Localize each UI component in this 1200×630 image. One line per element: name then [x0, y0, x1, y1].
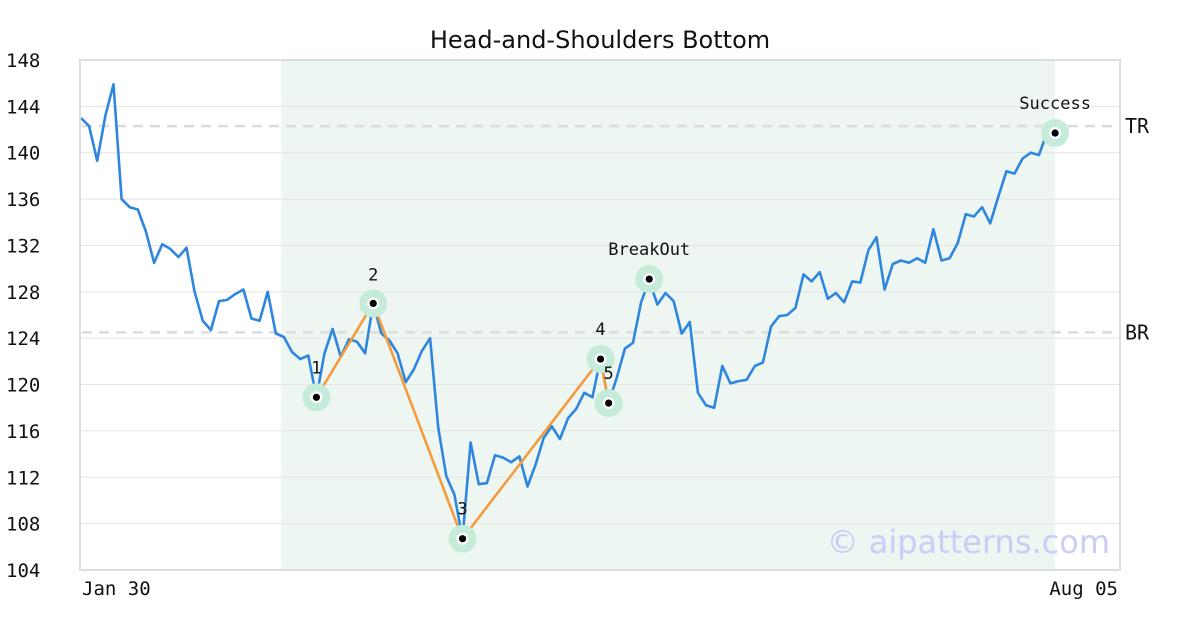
- marker-dot: [458, 535, 467, 543]
- point-label: 4: [595, 320, 605, 340]
- y-tick-label: 148: [6, 50, 40, 72]
- y-axis: 104 108 112 116 120 124 128 132 136 140 144 148: [6, 50, 40, 582]
- point-label: 3: [457, 500, 467, 520]
- y-tick-label: 108: [6, 514, 40, 536]
- price-line: [80, 83, 1049, 540]
- x-tick-label: Aug 05: [1049, 578, 1118, 600]
- highlight-band: [281, 60, 1056, 570]
- point-label: BreakOut: [608, 240, 690, 260]
- y-tick-label: 116: [6, 421, 40, 443]
- marker-dot: [605, 399, 613, 407]
- chart-title: Head-and-Shoulders Bottom: [430, 26, 770, 54]
- y-tick-label: 112: [6, 467, 40, 489]
- y-tick-label: 136: [6, 189, 40, 211]
- point-label: 2: [368, 265, 378, 285]
- y-tick-label: 132: [6, 235, 40, 257]
- y-tick-label: 120: [6, 375, 40, 397]
- markers: 1 2 3 4 5 BreakOut Success: [302, 94, 1091, 553]
- marker-dot: [312, 393, 321, 401]
- watermark: © aipatterns.com: [827, 523, 1110, 561]
- plot-frame: [79, 59, 1121, 571]
- x-tick-label: Jan 30: [82, 578, 151, 600]
- y-tick-label: 124: [6, 328, 40, 350]
- level-lines: TR BR: [82, 114, 1150, 344]
- point-label: 5: [604, 364, 614, 384]
- y-tick-label: 104: [6, 560, 40, 582]
- level-label: BR: [1125, 320, 1150, 344]
- marker-dot: [596, 355, 605, 363]
- y-tick-label: 128: [6, 282, 40, 304]
- point-label: Success: [1019, 94, 1091, 114]
- y-tick-label: 140: [6, 143, 40, 165]
- marker-dot: [645, 275, 653, 283]
- level-label: TR: [1125, 114, 1150, 138]
- marker-dot: [1051, 129, 1059, 137]
- marker-dot: [369, 299, 377, 308]
- point-label: 1: [311, 358, 321, 378]
- x-axis: Jan 30 Aug 05: [82, 578, 1118, 600]
- y-tick-label: 144: [6, 96, 40, 118]
